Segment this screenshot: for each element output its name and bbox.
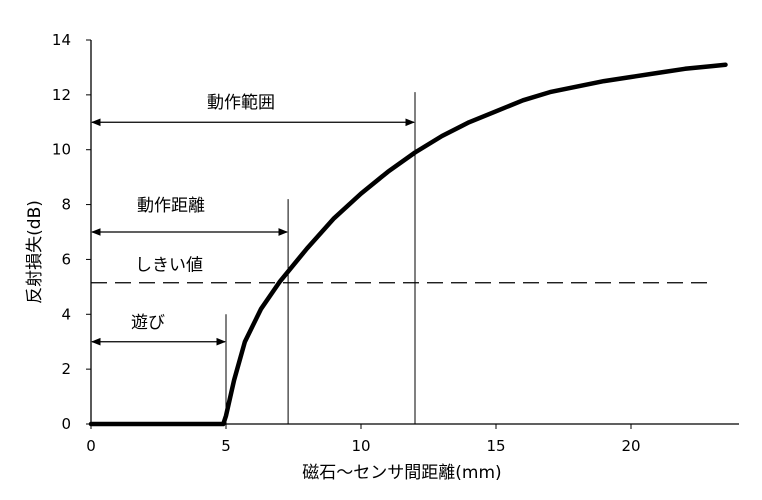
operating-distance-annotation-label: 動作距離 <box>137 196 205 216</box>
y-tick-label: 8 <box>61 196 71 214</box>
operating-range-annotation-label: 動作範囲 <box>207 93 275 113</box>
y-tick-label: 2 <box>61 360 71 378</box>
y-tick-label: 4 <box>61 305 71 323</box>
y-tick-label: 0 <box>61 415 71 433</box>
x-tick-label: 0 <box>86 437 96 455</box>
x-tick-label: 15 <box>486 437 505 455</box>
x-tick-label: 10 <box>351 437 370 455</box>
y-tick-label: 14 <box>52 31 71 49</box>
marks <box>88 62 728 427</box>
y-tick-label: 12 <box>52 86 71 104</box>
threshold-label: しきい値 <box>135 256 203 276</box>
play-annotation-label: 遊び <box>131 313 165 333</box>
x-tick-label: 5 <box>221 437 231 455</box>
y-axis-title: 反射損失(dB) <box>25 200 45 304</box>
x-tick-label: 20 <box>621 437 640 455</box>
axes <box>86 39 739 429</box>
labels: 0 2 4 6 8 10 12 14 0 5 10 15 20 磁石～センサ間距離(mm) 反射損失(dB)… <box>25 31 641 483</box>
y-tick-label: 10 <box>52 141 71 159</box>
series-line <box>88 62 728 427</box>
y-tick-label: 6 <box>61 250 71 268</box>
x-axis-title: 磁石～センサ間距離(mm) <box>302 463 501 483</box>
